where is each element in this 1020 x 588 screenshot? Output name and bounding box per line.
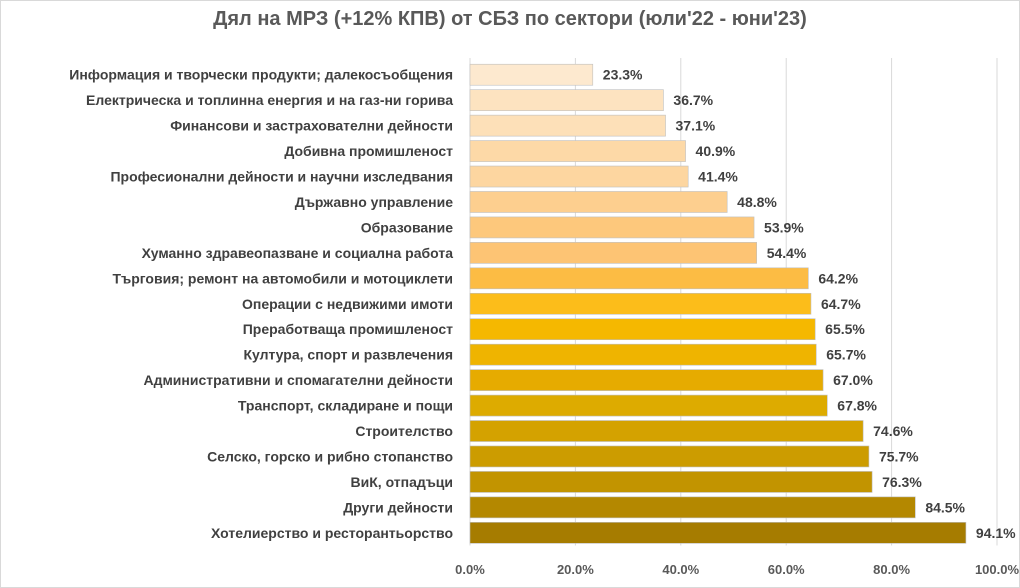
data-label: 40.9% (696, 143, 736, 159)
category-label: Операции с недвижими имоти (242, 296, 453, 312)
bar (469, 140, 686, 162)
bar (469, 496, 916, 519)
category-label: Информация и творчески продукти; далекос… (69, 67, 453, 83)
data-label: 65.7% (826, 347, 866, 363)
category-label: Финансови и застрахователни дейности (170, 118, 453, 134)
bar (469, 165, 689, 188)
category-label: ВиК, отпадъци (351, 474, 453, 490)
data-label: 41.4% (698, 169, 738, 185)
bar (469, 369, 824, 391)
category-label: Административни и спомагателни дейности (143, 372, 453, 388)
data-label: 74.6% (873, 423, 913, 439)
data-label: 67.8% (837, 398, 877, 414)
data-label: 94.1% (976, 525, 1016, 541)
category-label: Електрическа и топлинна енергия и на газ… (86, 92, 453, 108)
x-tick-label: 80.0% (873, 562, 910, 577)
data-label: 64.7% (821, 296, 861, 312)
bar (469, 471, 873, 493)
bar (469, 343, 817, 366)
category-label: Хуманно здравеопазване и социална работа (142, 245, 454, 261)
bar (469, 318, 816, 341)
x-tick-label: 60.0% (768, 562, 805, 577)
data-label: 53.9% (764, 219, 804, 235)
bar (469, 394, 828, 417)
x-tick-label: 20.0% (557, 562, 594, 577)
category-label: Добивна промишленост (284, 143, 453, 159)
x-tick-label: 100.0% (975, 562, 1020, 577)
data-label: 84.5% (925, 499, 965, 515)
bar (469, 191, 728, 213)
category-label: Култура, спорт и развлечения (243, 347, 453, 363)
category-label: Строителство (355, 423, 453, 439)
category-label: Други дейности (343, 499, 453, 515)
category-label: Селско, горско и рибно стопанство (207, 448, 453, 464)
bar (469, 63, 594, 86)
category-label: Държавно управление (295, 194, 453, 210)
chart-title: Дял на МРЗ (+12% КПВ) от СБЗ по сектори … (213, 8, 807, 30)
bar (469, 522, 967, 544)
bar (469, 216, 755, 239)
bar (469, 242, 757, 264)
category-label: Търговия; ремонт на автомобили и мотоцик… (112, 270, 453, 286)
bar (469, 267, 809, 290)
data-label: 36.7% (673, 92, 713, 108)
data-label: 64.2% (818, 270, 858, 286)
bar (469, 420, 864, 442)
category-label: Професионални дейности и научни изследва… (110, 169, 453, 185)
bar (469, 292, 812, 315)
data-label: 37.1% (676, 118, 716, 134)
data-label: 23.3% (603, 67, 643, 83)
bar (469, 114, 666, 137)
category-label: Преработваща промишленост (243, 321, 453, 337)
category-label: Транспорт, складиране и пощи (238, 398, 453, 414)
data-label: 75.7% (879, 448, 919, 464)
data-label: 76.3% (882, 474, 922, 490)
data-label: 48.8% (737, 194, 777, 210)
category-label: Хотелиерство и ресторантьорство (211, 525, 453, 541)
data-label: 54.4% (767, 245, 807, 261)
data-label: 65.5% (825, 321, 865, 337)
data-label: 67.0% (833, 372, 873, 388)
bar (469, 89, 664, 111)
x-tick-label: 0.0% (455, 562, 485, 577)
category-label: Образование (361, 219, 453, 235)
x-tick-label: 40.0% (662, 562, 699, 577)
bar (469, 445, 870, 468)
